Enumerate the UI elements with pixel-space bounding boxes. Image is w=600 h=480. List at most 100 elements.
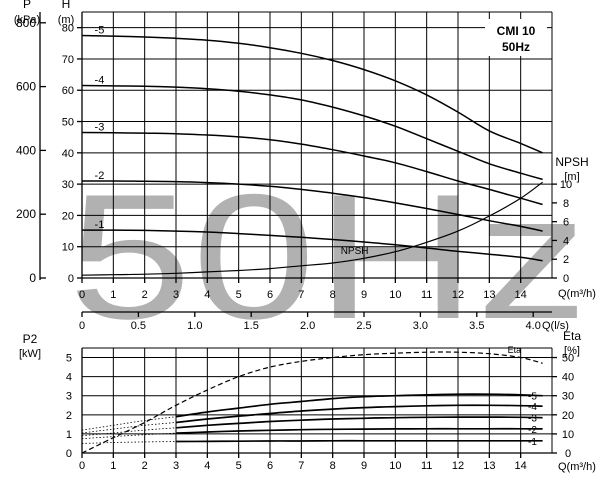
x-tick-label: 3 bbox=[173, 289, 179, 301]
series-line-stage-1-partload bbox=[81, 441, 177, 444]
x-tick-label: 11 bbox=[421, 289, 432, 301]
flow-ls-tick-label: 0 bbox=[79, 320, 85, 332]
series-line-eta bbox=[81, 351, 543, 454]
npsh-axis-unit: [m] bbox=[564, 171, 579, 183]
npsh-tick-label: 0 bbox=[563, 273, 569, 285]
x-tick-label: 8 bbox=[330, 460, 336, 472]
x-tick-label: 2 bbox=[142, 460, 148, 472]
series-line-NPSH bbox=[81, 181, 543, 276]
y-tick-label: 50 bbox=[62, 117, 74, 129]
power-chart-grid bbox=[81, 347, 557, 458]
eta-tick-label: 10 bbox=[562, 429, 574, 441]
y-tick-label: 1 bbox=[66, 429, 72, 441]
pressure-axis-label: P bbox=[23, 0, 31, 11]
x-tick-label: 8 bbox=[330, 289, 336, 301]
pressure-tick-label: 200 bbox=[16, 207, 36, 221]
x-tick-label: 4 bbox=[204, 460, 210, 472]
series-label-npsh: NPSH bbox=[341, 246, 369, 257]
series-line-stage-1 bbox=[82, 229, 543, 262]
pressure-tick-label: 600 bbox=[16, 80, 36, 94]
series-line-stage-1 bbox=[175, 439, 543, 443]
series-line-stage-5-partload bbox=[81, 416, 177, 431]
y-tick-label: 3 bbox=[66, 391, 72, 403]
series-line-stage-2 bbox=[81, 180, 543, 232]
x-tick-label: 3 bbox=[173, 460, 179, 472]
pressure-tick-label: 0 bbox=[29, 271, 36, 285]
series-line-stage-4-partload bbox=[81, 422, 177, 434]
flow-ls-tick-label: 3.5 bbox=[469, 320, 484, 332]
chart-marks: 0 1 2 3 4 5 6 7 8 9 10 11 12 13 1401020304050607080020… bbox=[14, 0, 596, 473]
series-line-stage-4 bbox=[175, 404, 543, 424]
x-tick-label: 13 bbox=[483, 289, 495, 301]
eta-axis-label: Eta bbox=[563, 329, 581, 343]
npsh-axis-label: NPSH bbox=[555, 155, 588, 169]
eta-tick-label: 40 bbox=[562, 372, 574, 384]
flow-ls-tick-label: 2.5 bbox=[356, 320, 371, 332]
flow-ls-tick-label: 1.0 bbox=[187, 320, 202, 332]
head-axis-unit: (m) bbox=[58, 14, 75, 26]
x-tick-label: 0 bbox=[79, 460, 85, 472]
y-tick-label: 4 bbox=[66, 372, 72, 384]
x-tick-label: 7 bbox=[298, 289, 304, 301]
series-line-stage-5 bbox=[81, 34, 543, 154]
x-axis-label: Q(m³/h) bbox=[558, 461, 596, 473]
x-tick-label: 6 bbox=[267, 289, 273, 301]
pressure-tick-label: 800 bbox=[16, 16, 36, 30]
x-tick-label: 9 bbox=[361, 289, 367, 301]
power-axis-label: P2 bbox=[23, 332, 38, 346]
eta-tick-label: 0 bbox=[565, 448, 571, 460]
npsh-tick-label: 6 bbox=[563, 217, 569, 229]
npsh-tick-label: 8 bbox=[563, 198, 569, 210]
x-tick-label: 0 bbox=[79, 289, 85, 301]
head-chart-grid bbox=[39, 11, 557, 317]
y-tick-label: 80 bbox=[62, 23, 74, 35]
flow-ls-tick-label: 0.5 bbox=[131, 320, 146, 332]
x-tick-label: 9 bbox=[361, 460, 367, 472]
x-tick-label: 14 bbox=[515, 460, 527, 472]
series-label-stage-4: -4 bbox=[95, 75, 105, 87]
series-line-stage-3-partload bbox=[81, 427, 177, 437]
eta-tick-label: 20 bbox=[562, 410, 574, 422]
x-tick-label: 12 bbox=[452, 460, 464, 472]
series-label-stage-3: -3 bbox=[528, 414, 537, 425]
power-axis-unit: [kW] bbox=[19, 348, 41, 360]
y-tick-label: 5 bbox=[66, 353, 72, 365]
eta-axis-unit: [%] bbox=[564, 345, 580, 357]
series-line-stage-4 bbox=[81, 84, 543, 181]
series-label-stage-5: -5 bbox=[528, 392, 537, 403]
y-tick-label: 40 bbox=[62, 148, 74, 160]
series-label-stage-1: -1 bbox=[95, 219, 105, 231]
series-line-stage-5 bbox=[175, 393, 543, 418]
chart-subtitle: 50Hz bbox=[502, 40, 530, 54]
y-tick-label: 20 bbox=[62, 210, 74, 222]
x-tick-label: 6 bbox=[267, 460, 273, 472]
series-label-stage-3: -3 bbox=[95, 121, 105, 133]
y-tick-label: 2 bbox=[66, 410, 72, 422]
x-axis-label: Q(m³/h) bbox=[558, 288, 596, 300]
y-tick-label: 70 bbox=[62, 54, 74, 66]
npsh-tick-label: 10 bbox=[560, 179, 572, 191]
x-tick-label: 12 bbox=[452, 289, 464, 301]
flow-ls-tick-label: 3.0 bbox=[413, 320, 428, 332]
series-label-eta: Eta bbox=[508, 345, 522, 355]
title-box bbox=[485, 19, 547, 56]
x-tick-label: 4 bbox=[204, 289, 210, 301]
x-tick-label: 10 bbox=[389, 289, 401, 301]
eta-tick-label: 30 bbox=[562, 391, 574, 403]
pressure-axis-unit: (kPa) bbox=[14, 14, 40, 26]
x-tick-label: 11 bbox=[421, 460, 432, 472]
head-axis-label: H bbox=[62, 0, 71, 11]
chart-title: CMI 10 bbox=[497, 24, 536, 38]
series-line-stage-2 bbox=[175, 427, 543, 434]
flow-ls-axis-label: Q(l/s) bbox=[542, 320, 569, 332]
eta-tick-label: 50 bbox=[562, 353, 574, 365]
x-tick-label: 5 bbox=[236, 289, 242, 301]
y-tick-label: 0 bbox=[68, 273, 74, 285]
npsh-tick-label: 2 bbox=[563, 254, 569, 266]
watermark: 50Hz bbox=[68, 157, 588, 356]
x-tick-label: 2 bbox=[142, 289, 148, 301]
flow-ls-tick-label: 4.0 bbox=[526, 320, 541, 332]
x-tick-label: 14 bbox=[515, 289, 527, 301]
series-label-stage-2: -2 bbox=[528, 425, 537, 436]
